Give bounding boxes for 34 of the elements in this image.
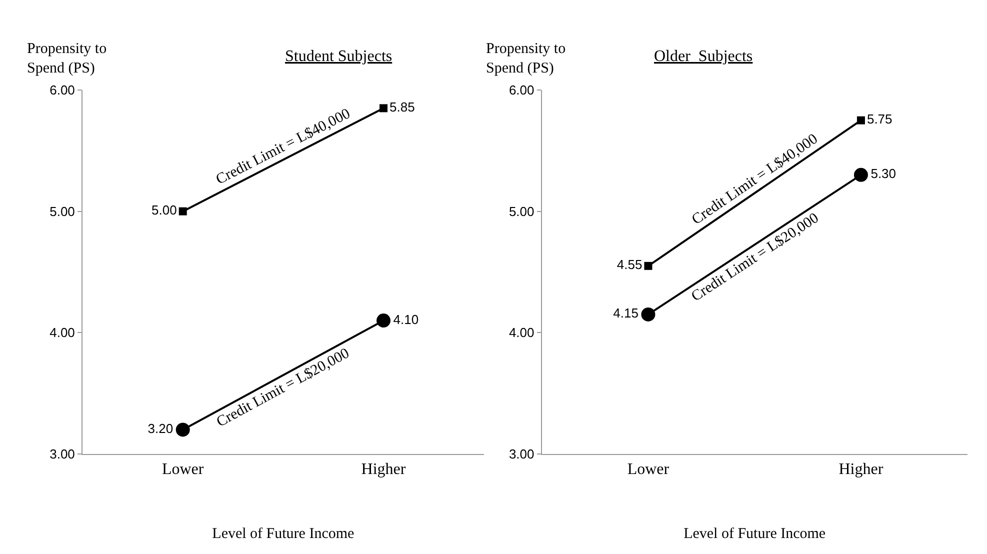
data-label: 4.55 xyxy=(616,257,642,272)
data-label: 5.85 xyxy=(390,99,415,114)
data-label: 5.30 xyxy=(870,166,896,182)
point xyxy=(178,207,187,216)
data-label: 5.00 xyxy=(152,202,177,218)
point xyxy=(376,314,391,328)
data-label: 5.75 xyxy=(866,112,892,127)
chart-title: Older Subjects xyxy=(654,48,753,65)
y-tick-label: 6.00 xyxy=(50,82,75,98)
x-tick-label: Lower xyxy=(162,461,204,478)
point xyxy=(856,116,865,124)
point xyxy=(641,307,656,322)
y-tick-label: 3.00 xyxy=(50,446,75,462)
x-tick-label: Higher xyxy=(361,461,406,478)
point xyxy=(380,104,388,112)
x-axis-title: Level of Future Income xyxy=(684,526,826,542)
point xyxy=(644,262,652,270)
y-tick-label: 6.00 xyxy=(508,82,534,98)
y-axis-title: Propensity to Spend (PS) xyxy=(486,41,566,76)
chart-title: Student Subjects xyxy=(285,48,392,65)
x-tick-label: Higher xyxy=(838,461,884,478)
y-axis-title: Propensity to Spend (PS) xyxy=(27,41,107,76)
point xyxy=(854,168,868,182)
y-tick-label: 4.00 xyxy=(508,325,534,340)
y-tick-label: 5.00 xyxy=(508,204,534,219)
y-tick-label: 4.00 xyxy=(50,325,75,340)
x-axis-title: Level of Future Income xyxy=(212,526,355,542)
x-tick-label: Lower xyxy=(627,461,670,478)
data-label: 4.10 xyxy=(393,312,419,327)
y-tick-label: 3.00 xyxy=(508,446,534,462)
data-label: 3.20 xyxy=(148,420,174,436)
data-label: 4.15 xyxy=(613,306,638,321)
point xyxy=(176,422,190,437)
y-tick-label: 5.00 xyxy=(50,204,75,219)
